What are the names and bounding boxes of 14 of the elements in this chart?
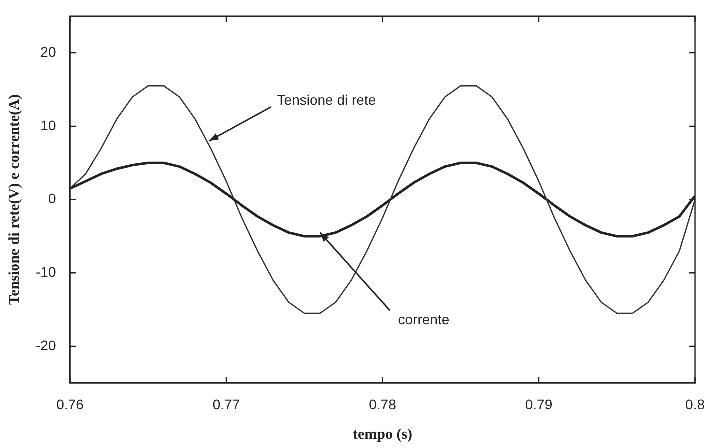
y-tick-label: 10 [40,117,56,134]
y-axis-title: Tensione di rete(V) e corrente(A) [6,94,23,306]
x-tick-label: 0.77 [212,396,240,412]
x-tick-label: 0.78 [369,396,397,412]
annotation: Tensione di rete [277,92,376,108]
x-tick-label: 0.8 [686,396,706,412]
y-tick-label: 0 [48,190,56,207]
annotation: corrente [398,312,450,328]
y-tick-label: 20 [40,44,56,60]
y-tick-label: -20 [36,337,56,354]
x-axis-title: tempo (s) [352,426,413,443]
y-tick-label: -10 [36,264,56,280]
x-tick-label: 0.79 [525,396,553,412]
x-tick-label: 0.76 [56,396,84,412]
